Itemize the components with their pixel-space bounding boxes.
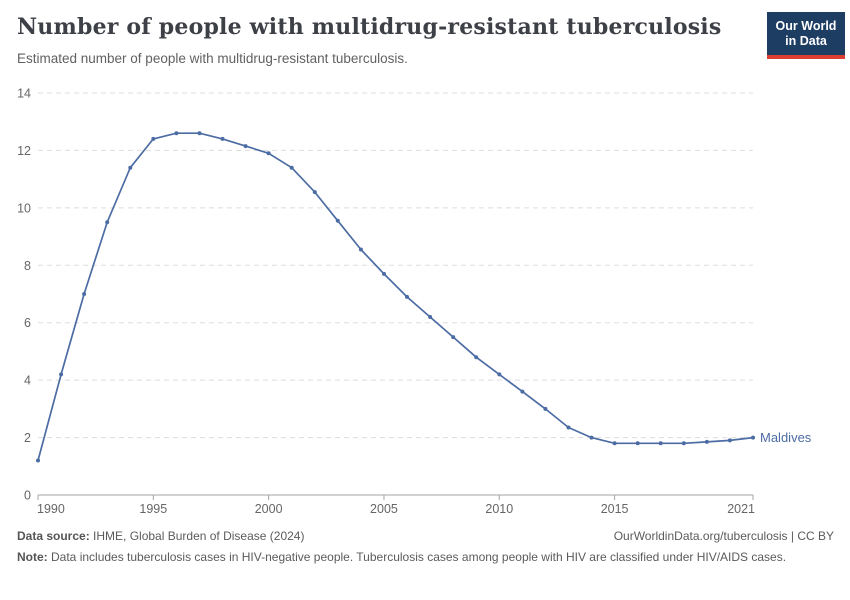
data-point	[266, 151, 271, 156]
data-point	[151, 136, 156, 141]
license-link[interactable]: OurWorldinData.org/tuberculosis | CC BY	[613, 529, 834, 543]
data-point	[589, 435, 594, 440]
data-point	[704, 439, 709, 444]
y-tick-label: 0	[24, 489, 31, 503]
data-source-line: Data source: IHME, Global Burden of Dise…	[17, 528, 304, 544]
y-tick-label: 2	[24, 431, 31, 445]
page-title: Number of people with multidrug-resistan…	[17, 14, 722, 40]
data-point	[128, 165, 133, 170]
data-point	[174, 131, 179, 136]
data-point	[82, 292, 87, 296]
data-point	[474, 355, 479, 360]
y-tick-label: 10	[17, 201, 31, 215]
x-tick-label: 1990	[37, 502, 65, 516]
data-point	[220, 136, 225, 141]
note-text: Data includes tuberculosis cases in HIV-…	[47, 550, 787, 564]
data-point	[612, 441, 617, 446]
y-tick-label: 4	[24, 374, 31, 388]
data-series-line[interactable]	[37, 132, 754, 462]
y-tick-label: 12	[17, 144, 31, 158]
data-point	[358, 247, 363, 252]
x-tick-label: 1995	[139, 502, 167, 516]
data-point	[312, 190, 317, 195]
data-point	[405, 294, 409, 299]
data-point	[520, 389, 525, 394]
chart-footer: Data source: IHME, Global Burden of Dise…	[17, 528, 834, 566]
y-tick-label: 6	[24, 316, 31, 330]
data-point	[751, 435, 755, 440]
data-point	[566, 425, 571, 430]
data-point	[243, 144, 248, 149]
data-point	[335, 218, 340, 223]
y-tick-label: 8	[24, 259, 31, 273]
data-source-label: Data source:	[17, 529, 90, 543]
owid-logo-line1: Our World	[775, 19, 837, 33]
data-point	[382, 271, 386, 276]
data-point	[451, 335, 456, 340]
y-tick-label: 14	[17, 87, 31, 101]
chart-subtitle: Estimated number of people with multidru…	[17, 51, 408, 66]
owid-logo-line2: in Data	[785, 34, 827, 48]
data-point	[36, 458, 40, 463]
data-point	[197, 131, 202, 136]
data-point	[727, 438, 732, 443]
x-tick-label: 2000	[255, 502, 283, 516]
x-tick-label: 2005	[370, 502, 398, 516]
x-tick-label: 2021	[727, 502, 755, 516]
owid-logo: Our World in Data	[767, 12, 845, 59]
x-tick-label: 2010	[485, 502, 513, 516]
data-point	[681, 441, 686, 446]
chart-note: Note: Data includes tuberculosis cases i…	[17, 549, 817, 566]
line-chart-canvas: 0 2 4 6 8 10 12 14 1990 1995 2000 2005 2010 2015 2021 M…	[17, 87, 812, 517]
x-tick-label: 2015	[601, 502, 629, 516]
data-point	[497, 372, 502, 377]
data-point	[289, 165, 294, 170]
data-point	[543, 406, 548, 411]
note-label: Note:	[17, 550, 48, 564]
data-point	[105, 220, 110, 225]
data-point	[428, 315, 433, 319]
data-point	[635, 441, 640, 446]
data-point	[658, 441, 663, 446]
data-source-text: IHME, Global Burden of Disease (2024)	[89, 529, 305, 543]
data-point	[59, 372, 64, 377]
series-label-maldives[interactable]: Maldives	[760, 430, 812, 445]
